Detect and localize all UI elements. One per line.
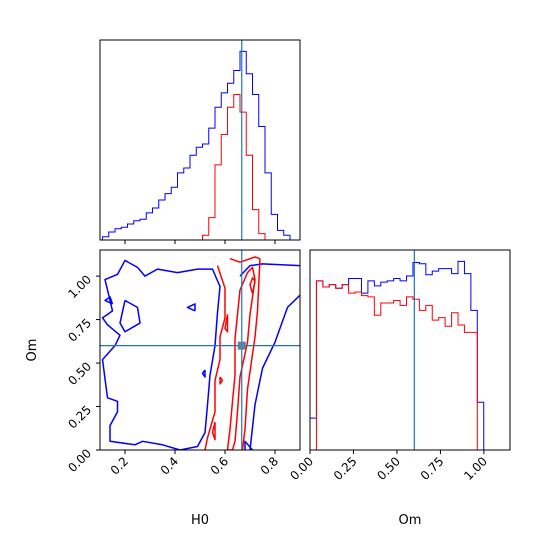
- om-hist-frame: [309, 249, 511, 451]
- contour-y-tick-label-1: 0.25: [65, 403, 94, 432]
- contour-y-tick-label-3: 0.75: [65, 316, 94, 345]
- contour-series-0-line-2: [244, 440, 254, 450]
- h0-histogram-panel: [99, 39, 301, 244]
- contour-x-tick-text-0: 0.2: [108, 454, 131, 477]
- h0-hist-series-1: [102, 93, 297, 241]
- contour-y-tick-label-2: 0.50: [65, 359, 94, 388]
- contour-series-1-line-4: [224, 314, 229, 333]
- contour-y-tick-label-0: 0.00: [65, 446, 94, 475]
- contour-x-tick-text-3: 0.8: [258, 454, 281, 477]
- contour-y-tick-text-4: 1.00: [65, 272, 94, 301]
- om-hist-x-tick-label-1: 0.25: [331, 454, 360, 483]
- contour-series-0-line-6: [186, 303, 196, 312]
- contour-y-tick-label-4: 1.00: [65, 272, 94, 301]
- contour-series-0-line-7: [201, 369, 206, 378]
- contour-series-0-line-1: [249, 294, 300, 450]
- om-hist-x-tick-label-3: 0.75: [418, 454, 447, 483]
- contour-series-1-line-6: [219, 376, 224, 385]
- contour-series-1-line-5: [211, 421, 216, 441]
- contour-frame: [99, 249, 301, 451]
- contour-series-0-line-5: [119, 299, 141, 333]
- om-hist-series-0: [309, 260, 491, 451]
- contour-series-1-line-0: [204, 265, 226, 450]
- contour-series-0-line-0: [239, 263, 300, 277]
- x-axis-label-h0: H0: [191, 513, 209, 528]
- contour-x-tick-label-0: 0.2: [108, 454, 131, 477]
- contour-x-tick-text-1: 0.4: [158, 454, 181, 477]
- contour-x-tick-label-3: 0.8: [258, 454, 281, 477]
- om-hist-x-tick-label-4: 1.00: [461, 454, 490, 483]
- contour-y-tick-text-0: 0.00: [65, 446, 94, 475]
- contour-series-0-line-4: [104, 296, 114, 305]
- contour-series-1-line-2: [241, 258, 261, 450]
- contour-y-tick-text-3: 0.75: [65, 316, 94, 345]
- h0-om-contour-panel: 0.2 0.4 0.6 0.8 0.00 0.25 0.50 0.75 1.00: [65, 249, 301, 478]
- om-histogram-panel: 0.00 0.25 0.50 0.75 1.00: [287, 249, 511, 483]
- om-hist-x-tick-text-3: 0.75: [418, 454, 447, 483]
- om-hist-x-tick-text-4: 1.00: [461, 454, 490, 483]
- contour-x-tick-label-1: 0.4: [158, 454, 181, 477]
- om-hist-x-tick-text-1: 0.25: [331, 454, 360, 483]
- contour-series-1-line-7: [249, 277, 256, 294]
- om-hist-x-tick-text-0: 0.00: [287, 454, 316, 483]
- contour-series-1-line-1: [229, 256, 261, 263]
- om-hist-x-tick-label-0: 0.00: [287, 454, 316, 483]
- x-axis-label-om: Om: [399, 513, 422, 528]
- contour-x-tick-label-2: 0.6: [208, 454, 231, 477]
- contour-truth-marker: [237, 341, 246, 350]
- h0-hist-frame: [99, 39, 301, 241]
- contour-series-1-line-3: [226, 266, 256, 450]
- om-hist-x-tick-text-2: 0.50: [374, 454, 403, 483]
- h0-hist-series-0: [102, 50, 297, 241]
- contour-y-tick-text-2: 0.50: [65, 359, 94, 388]
- om-hist-x-tick-label-2: 0.50: [374, 454, 403, 483]
- contour-series-0-line-3: [101, 259, 221, 450]
- contour-lines: [101, 256, 300, 450]
- contour-x-tick-text-2: 0.6: [208, 454, 231, 477]
- contour-y-tick-text-1: 0.25: [65, 403, 94, 432]
- om-hist-series-1: [310, 280, 491, 451]
- y-axis-label-om: Om: [25, 339, 40, 362]
